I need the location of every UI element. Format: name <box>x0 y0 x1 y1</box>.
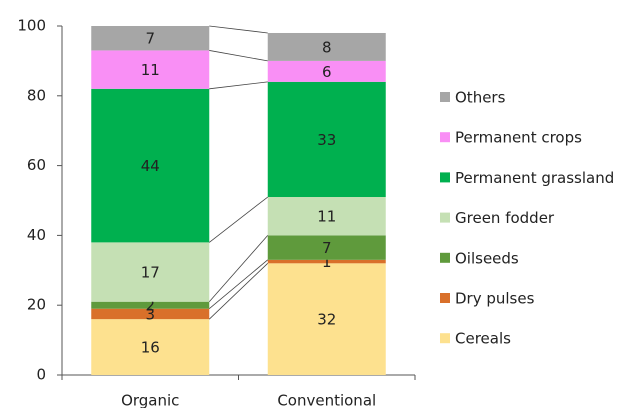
legend-label: Green fodder <box>455 209 555 227</box>
bar-segment <box>267 197 386 236</box>
connector-line <box>208 235 269 302</box>
data-label: 44 <box>141 157 160 175</box>
bar-segment <box>267 60 386 82</box>
bar-segment <box>91 319 210 375</box>
y-tick-label: 20 <box>27 296 46 314</box>
data-label: 17 <box>141 264 160 282</box>
bar-segment <box>91 242 210 302</box>
bar-segment <box>267 81 386 198</box>
legend-swatch <box>440 172 450 183</box>
y-tick-label: 60 <box>27 156 46 174</box>
legend-label: Oilseeds <box>455 249 519 267</box>
data-label: 11 <box>317 208 336 226</box>
legend-label: Permanent grassland <box>455 169 614 187</box>
legend-swatch <box>440 252 450 263</box>
connector-line <box>209 25 268 34</box>
y-tick-label: 80 <box>27 86 46 104</box>
bar-segment <box>91 308 210 320</box>
legend-label: Dry pulses <box>455 290 535 308</box>
bar-segment <box>91 88 210 243</box>
y-tick-label: 0 <box>36 366 46 384</box>
data-label: 1 <box>322 253 332 271</box>
connector-line <box>209 196 268 243</box>
connector-line <box>209 50 268 62</box>
x-tick-label: Organic <box>121 392 179 408</box>
legend-swatch <box>440 333 450 344</box>
data-label: 16 <box>141 339 160 357</box>
data-label: 6 <box>322 63 332 81</box>
data-label: 3 <box>145 305 155 323</box>
x-tick-label: Conventional <box>277 392 376 408</box>
legend-swatch <box>440 132 450 143</box>
bar-segment <box>91 50 210 89</box>
y-tick-label: 100 <box>17 17 46 35</box>
legend-swatch <box>440 293 450 303</box>
data-label: 8 <box>322 38 332 56</box>
data-label: 11 <box>141 61 160 79</box>
data-label: 7 <box>322 239 332 257</box>
data-label: 2 <box>145 297 155 315</box>
data-label: 32 <box>317 311 336 329</box>
bar-segment <box>267 32 386 61</box>
bar-segment <box>91 26 210 51</box>
data-label: 33 <box>317 131 336 149</box>
bar-segment <box>91 301 210 309</box>
legend-label: Permanent crops <box>455 129 582 147</box>
bar-segment <box>267 235 386 260</box>
legend-label: Others <box>455 89 506 107</box>
connector-line <box>208 263 269 320</box>
connector-line <box>208 259 269 309</box>
bar-segment <box>267 259 386 264</box>
connector-line <box>209 81 268 90</box>
bar-segment <box>267 263 386 375</box>
legend-swatch <box>440 92 450 102</box>
data-label: 7 <box>145 30 155 48</box>
y-tick-label: 40 <box>27 226 46 244</box>
legend-swatch <box>440 212 450 223</box>
legend-label: Cereals <box>455 330 511 348</box>
